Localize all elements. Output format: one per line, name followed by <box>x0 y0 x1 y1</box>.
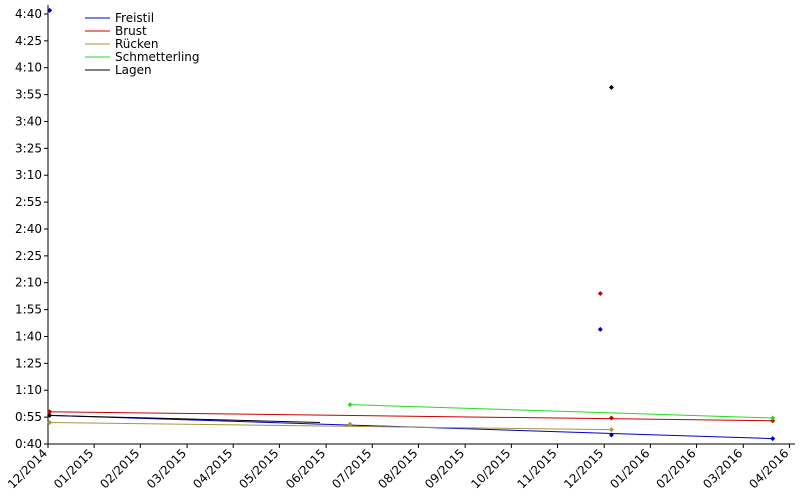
point <box>47 419 53 425</box>
x-tick-label: 02/2016 <box>654 446 699 491</box>
point <box>608 415 614 421</box>
x-tick-label: 06/2015 <box>283 446 328 491</box>
point <box>47 7 53 13</box>
x-tick-label: 07/2015 <box>329 446 374 491</box>
x-tick-label: 01/2015 <box>51 446 96 491</box>
legend-label: Freistil <box>115 11 154 25</box>
y-tick-label: 3:25 <box>15 141 42 155</box>
point <box>597 326 603 332</box>
trend-line <box>47 421 612 431</box>
y-tick-label: 3:10 <box>15 168 42 182</box>
trend-line <box>47 414 321 423</box>
x-tick-label: 10/2015 <box>468 446 513 491</box>
x-tick-label: 12/2015 <box>561 446 606 491</box>
y-tick-label: 4:25 <box>15 34 42 48</box>
x-tick-label: 03/2016 <box>700 446 745 491</box>
x-tick-label: 05/2015 <box>236 446 281 491</box>
point <box>47 412 53 418</box>
x-tick-label: 12/2014 <box>5 446 50 491</box>
y-tick-label: 2:55 <box>15 195 42 209</box>
legend-label: Lagen <box>115 63 152 77</box>
point <box>597 290 603 296</box>
y-tick-label: 1:10 <box>15 383 42 397</box>
y-tick-label: 2:40 <box>15 222 42 236</box>
y-tick-label: 1:40 <box>15 329 42 343</box>
y-tick-label: 0:40 <box>15 437 42 451</box>
trend-line <box>350 404 773 419</box>
y-tick-label: 2:25 <box>15 249 42 263</box>
point <box>770 418 776 424</box>
x-tick-label: 04/2015 <box>190 446 235 491</box>
point <box>770 415 776 421</box>
x-tick-label: 03/2015 <box>144 446 189 491</box>
point <box>608 84 614 90</box>
trend-line <box>47 411 773 422</box>
y-tick-label: 1:25 <box>15 356 42 370</box>
x-tick-label: 11/2015 <box>514 446 559 491</box>
y-tick-label: 2:10 <box>15 276 42 290</box>
x-tick-label: 08/2015 <box>375 446 420 491</box>
legend-label: Brust <box>115 24 147 38</box>
x-tick-label: 04/2016 <box>746 446 791 491</box>
x-tick-label: 01/2016 <box>607 446 652 491</box>
point <box>47 409 53 415</box>
point <box>608 432 614 438</box>
y-tick-label: 4:10 <box>15 61 42 75</box>
legend-label: Schmetterling <box>115 50 200 64</box>
y-tick-label: 3:55 <box>15 88 42 102</box>
y-tick-label: 3:40 <box>15 114 42 128</box>
point <box>347 421 353 427</box>
legend-label: Rücken <box>115 37 159 51</box>
x-tick-label: 02/2015 <box>97 446 142 491</box>
x-tick-label: 09/2015 <box>422 446 467 491</box>
y-tick-label: 1:55 <box>15 303 42 317</box>
y-tick-label: 0:55 <box>15 410 42 424</box>
point <box>608 427 614 433</box>
point <box>770 436 776 442</box>
point <box>347 402 353 408</box>
y-tick-label: 4:40 <box>15 7 42 21</box>
